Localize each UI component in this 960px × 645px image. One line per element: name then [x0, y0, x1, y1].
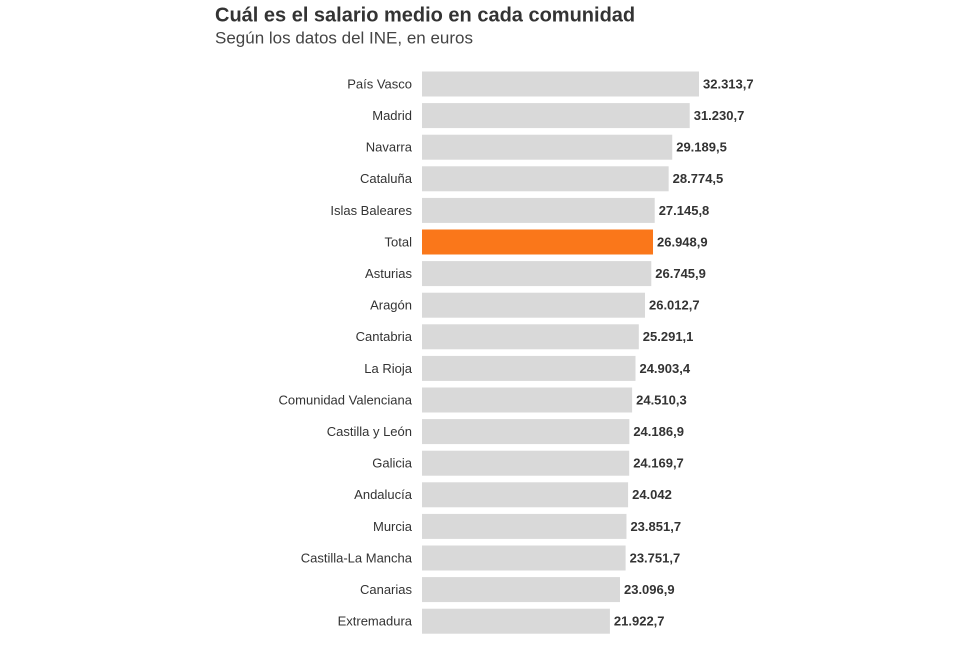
category-label: Asturias	[365, 266, 412, 281]
value-label: 25.291,1	[643, 329, 694, 344]
category-label: Islas Baleares	[330, 203, 412, 218]
value-label: 32.313,7	[703, 76, 754, 91]
value-label: 31.230,7	[694, 108, 745, 123]
category-label: Galicia	[372, 456, 413, 471]
value-label: 24.186,9	[633, 424, 684, 439]
category-label: Andalucía	[354, 487, 413, 502]
category-label: País Vasco	[347, 76, 412, 91]
category-label: La Rioja	[364, 361, 412, 376]
bar	[422, 419, 630, 445]
value-label: 26.012,7	[649, 298, 700, 313]
value-label: 28.774,5	[673, 171, 724, 186]
bar	[422, 324, 639, 350]
bar	[422, 608, 610, 634]
category-label: Navarra	[366, 140, 413, 155]
bar	[422, 450, 630, 476]
value-label: 21.922,7	[614, 614, 665, 629]
value-label: 26.745,9	[655, 266, 706, 281]
value-label: 24.903,4	[639, 361, 690, 376]
value-label: 23.096,9	[624, 582, 675, 597]
category-label: Madrid	[372, 108, 412, 123]
category-label: Extremadura	[338, 614, 413, 629]
bar	[422, 71, 700, 97]
chart-subtitle: Según los datos del INE, en euros	[215, 28, 473, 47]
bar	[422, 166, 669, 192]
category-label: Cantabria	[356, 329, 413, 344]
bar	[422, 134, 673, 160]
value-label: 24.169,7	[633, 456, 684, 471]
bar	[422, 197, 655, 223]
value-label: 27.145,8	[659, 203, 710, 218]
bar	[422, 103, 690, 129]
category-label: Total	[385, 234, 413, 249]
value-label: 23.751,7	[630, 550, 681, 565]
category-label: Castilla y León	[327, 424, 412, 439]
bar	[422, 292, 645, 318]
category-label: Canarias	[360, 582, 413, 597]
category-label: Castilla-La Mancha	[301, 550, 413, 565]
category-label: Cataluña	[360, 171, 413, 186]
bar	[422, 229, 654, 255]
value-label: 24.042	[632, 487, 672, 502]
value-label: 26.948,9	[657, 234, 708, 249]
bar	[422, 482, 629, 508]
bar	[422, 261, 652, 287]
value-label: 29.189,5	[676, 140, 727, 155]
category-label: Aragón	[370, 298, 412, 313]
value-label: 24.510,3	[636, 392, 687, 407]
bar	[422, 387, 633, 413]
bar	[422, 513, 627, 539]
category-label: Comunidad Valenciana	[279, 392, 413, 407]
bar	[422, 545, 626, 571]
chart-title: Cuál es el salario medio en cada comunid…	[215, 4, 635, 26]
bar	[422, 577, 620, 603]
category-label: Murcia	[373, 519, 413, 534]
value-label: 23.851,7	[630, 519, 681, 534]
bar	[422, 355, 636, 381]
